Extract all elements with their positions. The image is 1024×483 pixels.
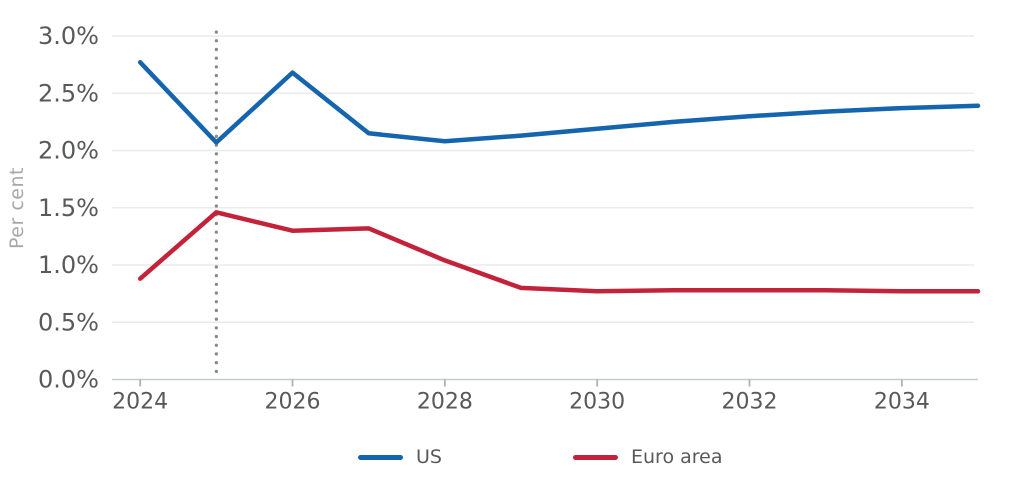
euro-area-line <box>137 210 981 294</box>
legend-label-us: US <box>416 446 442 468</box>
y-tick-label: 2.0% <box>38 137 99 165</box>
y-tick-label: 1.0% <box>38 251 99 279</box>
y-tick-label: 2.5% <box>38 79 99 107</box>
x-tick-label: 2030 <box>569 390 625 415</box>
y-axis-title: Per cent <box>6 167 28 249</box>
series-lines <box>137 60 981 294</box>
y-tick-label: 3.0% <box>38 22 99 50</box>
euro-area-line-swatch <box>573 454 618 460</box>
x-tick-labels: 2024 2026 2028 2030 2032 2034 <box>112 390 930 415</box>
legend-item-euro-area: Euro area <box>573 444 722 470</box>
x-tick-label: 2028 <box>417 390 473 415</box>
y-tick-labels: 0.0% 0.5% 1.0% 1.5% 2.0% 2.5% 3.0% <box>38 22 99 394</box>
x-axis <box>112 378 978 387</box>
legend-item-us: US <box>358 444 442 470</box>
legend-label-euro-area: Euro area <box>631 446 723 468</box>
y-tick-label: 0.5% <box>38 308 99 336</box>
x-tick-label: 2026 <box>265 390 321 415</box>
us-line-swatch <box>358 454 403 460</box>
gridlines <box>112 35 974 323</box>
x-tick-label: 2034 <box>874 390 930 415</box>
us-line <box>137 60 981 145</box>
y-tick-label: 0.0% <box>38 366 99 394</box>
x-tick-label: 2024 <box>112 390 168 415</box>
x-tick-label: 2032 <box>722 390 778 415</box>
y-tick-label: 1.5% <box>38 194 99 222</box>
legend: US Euro area <box>0 444 1024 470</box>
